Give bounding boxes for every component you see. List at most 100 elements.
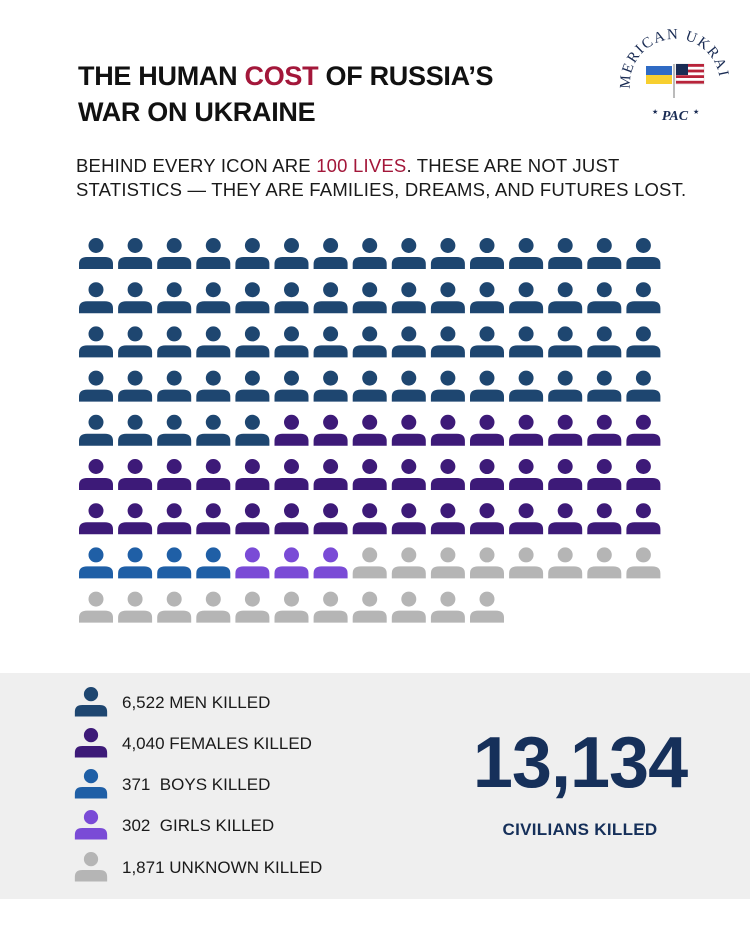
person-icon-men (79, 238, 113, 269)
person-icon-females (587, 459, 622, 490)
subtitle: BEHIND EVERY ICON ARE 100 LIVES. THESE A… (76, 154, 686, 202)
person-icon-men (235, 414, 270, 446)
legend-item: 1,871 UNKNOWN KILLED (74, 851, 322, 885)
person-icon-females (313, 459, 348, 490)
person-icon-men (196, 282, 231, 314)
person-icon-men (79, 414, 113, 446)
person-icon-females (157, 503, 192, 535)
person-icon-men (548, 326, 583, 358)
person-icon-females (235, 503, 270, 535)
person-icon-men (352, 370, 387, 402)
legend-person-icon (74, 769, 108, 799)
person-icon-men (274, 238, 309, 269)
title-part: THE HUMAN (78, 61, 245, 91)
person-icon-men (548, 282, 583, 314)
person-icon-men (626, 326, 661, 358)
pictograph-grid (79, 237, 661, 623)
legend-item: 4,040 FEMALES KILLED (74, 727, 312, 761)
legend-item: 302 GIRLS KILLED (74, 809, 274, 843)
person-icon-men (391, 238, 426, 269)
person-icon-men (313, 326, 348, 358)
person-icon-men (509, 238, 544, 269)
person-icon-boys (157, 547, 192, 579)
person-icon-boys (79, 547, 113, 579)
person-icon-men (352, 238, 387, 269)
legend-item: 371 BOYS KILLED (74, 768, 270, 802)
person-icon-unknown (430, 591, 465, 623)
person-icon-men (587, 238, 622, 269)
person-icon-unknown (352, 591, 387, 623)
title-part: OF RUSSIA’S (318, 61, 494, 91)
person-icon-unknown (235, 591, 270, 623)
person-icon-females (430, 414, 465, 446)
person-icon-females (587, 503, 622, 535)
person-icon-females (626, 414, 661, 446)
person-icon-boys (118, 547, 153, 579)
person-icon-men (274, 370, 309, 402)
person-icon-men (274, 326, 309, 358)
person-icon-unknown (157, 591, 192, 623)
legend-person-icon (74, 852, 108, 882)
person-icon-men (430, 370, 465, 402)
person-icon-men (235, 282, 270, 314)
person-icon-men (587, 370, 622, 402)
person-icon-men (118, 414, 153, 446)
person-icon-females (470, 458, 504, 490)
person-icon-females (430, 503, 465, 535)
person-icon-females (79, 459, 113, 490)
person-icon-men (470, 237, 504, 269)
person-icon-unknown (352, 547, 387, 579)
title-accent: COST (244, 61, 319, 91)
person-icon-men (548, 370, 583, 402)
person-icon-females (587, 414, 622, 446)
person-icon-unknown (626, 547, 661, 579)
person-icon-unknown (430, 547, 465, 579)
person-icon-men (430, 326, 465, 358)
page-title: THE HUMAN COST OF RUSSIA’S WAR ON UKRAIN… (78, 58, 494, 130)
subtitle-line-2: STATISTICS — THEY ARE FAMILIES, DREAMS, … (76, 179, 687, 200)
person-icon-men (391, 370, 426, 402)
person-icon-girls (313, 547, 348, 579)
person-icon-females (313, 503, 348, 535)
person-icon-men (313, 370, 348, 402)
subtitle-accent: 100 LIVES (316, 155, 407, 176)
person-icon-men (313, 282, 348, 314)
svg-text:★: ★ (693, 108, 699, 116)
person-icon-females (391, 414, 426, 446)
person-icon-unknown (470, 591, 504, 623)
person-icon-men (470, 282, 504, 314)
person-icon-females (196, 503, 231, 535)
person-icon-men (548, 238, 583, 269)
person-icon-men (626, 238, 661, 269)
person-icon-men (587, 282, 622, 314)
person-icon-females (79, 503, 113, 535)
ukraine-flag-icon (646, 66, 672, 84)
person-icon-females (352, 459, 387, 490)
logo-pac-text: PAC (662, 109, 689, 124)
legend-label: 1,871 UNKNOWN KILLED (122, 858, 323, 877)
person-icon-unknown (118, 591, 153, 623)
person-icon-men (509, 326, 544, 358)
person-icon-unknown (509, 547, 544, 579)
person-icon-females (157, 459, 192, 490)
person-icon-men (79, 282, 113, 314)
person-icon-men (391, 326, 426, 358)
person-icon-females (548, 459, 583, 490)
person-icon-females (548, 503, 583, 535)
person-icon-men (79, 326, 113, 358)
person-icon-men (626, 370, 661, 402)
person-icon-females (509, 459, 544, 490)
person-icon-unknown (79, 591, 113, 623)
person-icon-men (509, 370, 544, 402)
person-icon-females (274, 414, 309, 446)
person-icon-men (196, 238, 231, 269)
legend-label: 302 GIRLS KILLED (122, 816, 275, 835)
subtitle-part: . THESE ARE NOT JUST (406, 155, 620, 176)
legend-label: 4,040 FEMALES KILLED (122, 734, 312, 753)
person-icon-men (118, 370, 153, 402)
person-icon-men (157, 414, 192, 446)
person-icon-females (548, 414, 583, 446)
american-ukraine-pac-logo: AMERICAN UKRAINE ★ ★ PAC (610, 6, 734, 136)
person-icon-girls (274, 547, 309, 579)
person-icon-females (352, 414, 387, 446)
